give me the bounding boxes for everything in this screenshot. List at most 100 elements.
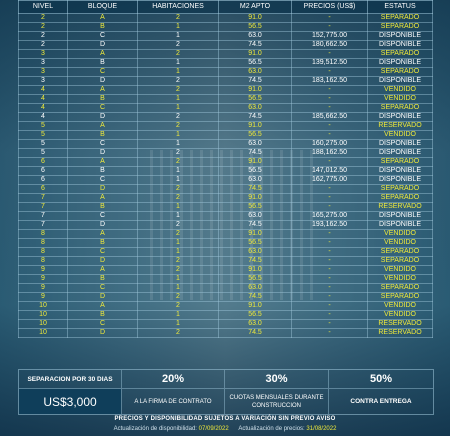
cell-m2: 74.5 — [218, 40, 292, 50]
cell-m2: 56.5 — [218, 130, 292, 140]
cell-bloque: B — [67, 58, 138, 68]
cell-nivel: 3 — [18, 76, 68, 86]
cell-nivel: 2 — [18, 40, 68, 50]
cell-nivel: 6 — [18, 157, 68, 167]
cell-nivel: 10 — [18, 319, 68, 329]
cell-estatus: VENDIDO — [367, 265, 433, 275]
cell-m2: 74.5 — [218, 220, 292, 230]
table-row: 6 C 1 63.0 162,775.00 DISPONIBLE — [18, 175, 433, 185]
cell-m2: 63.0 — [218, 103, 292, 113]
cell-precio: 183,162.50 — [291, 76, 368, 86]
prices-update-date: 31/08/2022 — [306, 426, 337, 432]
cell-precio: 180,662.50 — [291, 40, 368, 50]
prices-update-label: Actualización de precios: — [238, 426, 305, 432]
cell-nivel: 10 — [18, 301, 68, 311]
cell-nivel: 5 — [18, 130, 68, 140]
cell-m2: 91.0 — [218, 13, 292, 23]
cell-precio: - — [291, 328, 368, 338]
cell-m2: 56.5 — [218, 166, 292, 176]
cell-m2: 56.5 — [218, 274, 292, 284]
table-row: 10 B 1 56.5- VENDIDO — [18, 310, 433, 320]
cell-bloque: B — [67, 202, 138, 212]
cell-bloque: D — [67, 148, 138, 158]
cell-habitaciones: 1 — [137, 58, 219, 68]
cell-habitaciones: 1 — [137, 238, 219, 248]
cell-bloque: C — [67, 247, 138, 257]
cell-precio: - — [291, 67, 368, 77]
table-row: 4 C 1 63.0- SEPARADO — [18, 103, 433, 113]
cell-estatus: DISPONIBLE — [367, 58, 433, 68]
cell-bloque: C — [67, 211, 138, 221]
cell-estatus: SEPARADO — [367, 247, 433, 257]
cell-precio: - — [291, 229, 368, 239]
cell-habitaciones: 2 — [137, 76, 219, 86]
table-row: 6 D 2 74.5- SEPARADO — [18, 184, 433, 194]
cell-habitaciones: 1 — [137, 247, 219, 257]
cell-m2: 91.0 — [218, 157, 292, 167]
cell-precio: - — [291, 283, 368, 293]
cell-bloque: A — [67, 49, 138, 59]
cell-nivel: 8 — [18, 229, 68, 239]
cell-m2: 56.5 — [218, 202, 292, 212]
cell-precio: - — [291, 202, 368, 212]
cell-bloque: C — [67, 175, 138, 185]
cell-nivel: 7 — [18, 220, 68, 230]
cell-bloque: D — [67, 40, 138, 50]
payment-delivery-desc: CONTRA ENTREGA — [350, 397, 412, 405]
cell-precio: - — [291, 130, 368, 140]
payment-delivery-box: 50% CONTRA ENTREGA — [329, 370, 433, 414]
cell-precio: - — [291, 247, 368, 257]
header-bloque: BLOQUE — [67, 0, 138, 14]
cell-m2: 63.0 — [218, 283, 292, 293]
disclaimer-note: PRECIOS Y DISPONIBILIDAD SUJETOS A VARIA… — [114, 416, 336, 422]
table-row: 4 B 1 56.5- VENDIDO — [18, 94, 433, 104]
cell-m2: 56.5 — [218, 58, 292, 68]
cell-estatus: VENDIDO — [367, 301, 433, 311]
cell-m2: 63.0 — [218, 247, 292, 257]
cell-estatus: SEPARADO — [367, 193, 433, 203]
cell-estatus: VENDIDO — [367, 274, 433, 284]
cell-bloque: C — [67, 31, 138, 41]
table-row: 3 D 2 74.5 183,162.50 DISPONIBLE — [18, 76, 433, 86]
table-row: 5 B 1 56.5- VENDIDO — [18, 130, 433, 140]
cell-habitaciones: 1 — [137, 211, 219, 221]
cell-nivel: 6 — [18, 166, 68, 176]
cell-m2: 74.5 — [218, 184, 292, 194]
cell-m2: 91.0 — [218, 193, 292, 203]
cell-habitaciones: 1 — [137, 166, 219, 176]
cell-habitaciones: 2 — [137, 40, 219, 50]
table-row: 5 A 2 91.0- RESERVADO — [18, 121, 433, 131]
cell-estatus: SEPARADO — [367, 283, 433, 293]
cell-bloque: D — [67, 112, 138, 122]
cell-habitaciones: 1 — [137, 94, 219, 104]
cell-m2: 63.0 — [218, 139, 292, 149]
cell-nivel: 6 — [18, 175, 68, 185]
cell-m2: 91.0 — [218, 121, 292, 131]
cell-m2: 63.0 — [218, 31, 292, 41]
cell-m2: 63.0 — [218, 67, 292, 77]
table-row: 7 C 1 63.0 165,275.00 DISPONIBLE — [18, 211, 433, 221]
cell-estatus: DISPONIBLE — [367, 76, 433, 86]
cell-habitaciones: 2 — [137, 229, 219, 239]
cell-precio: 139,512.50 — [291, 58, 368, 68]
cell-m2: 56.5 — [218, 238, 292, 248]
cell-precio: 185,662.50 — [291, 112, 368, 122]
cell-nivel: 9 — [18, 283, 68, 293]
cell-bloque: B — [67, 238, 138, 248]
cell-precio: 147,012.50 — [291, 166, 368, 176]
cell-m2: 74.5 — [218, 292, 292, 302]
payment-plan-summary: SEPARACION POR 30 DIAS US$3,000 20% A LA… — [18, 369, 434, 415]
cell-nivel: 3 — [18, 67, 68, 77]
table-row: 9 D 2 74.5- SEPARADO — [18, 292, 433, 302]
cell-bloque: B — [67, 94, 138, 104]
cell-m2: 63.0 — [218, 175, 292, 185]
cell-habitaciones: 2 — [137, 157, 219, 167]
cell-precio: - — [291, 184, 368, 194]
table-header-row: NIVEL BLOQUE HABITACIONES M2 APTO PRECIO… — [18, 0, 433, 14]
cell-estatus: DISPONIBLE — [367, 112, 433, 122]
availability-sheet: NIVEL BLOQUE HABITACIONES M2 APTO PRECIO… — [18, 0, 433, 338]
availability-table: NIVEL BLOQUE HABITACIONES M2 APTO PRECIO… — [18, 0, 433, 338]
header-m2-apto: M2 APTO — [218, 0, 292, 14]
cell-precio: - — [291, 274, 368, 284]
cell-estatus: VENDIDO — [367, 130, 433, 140]
